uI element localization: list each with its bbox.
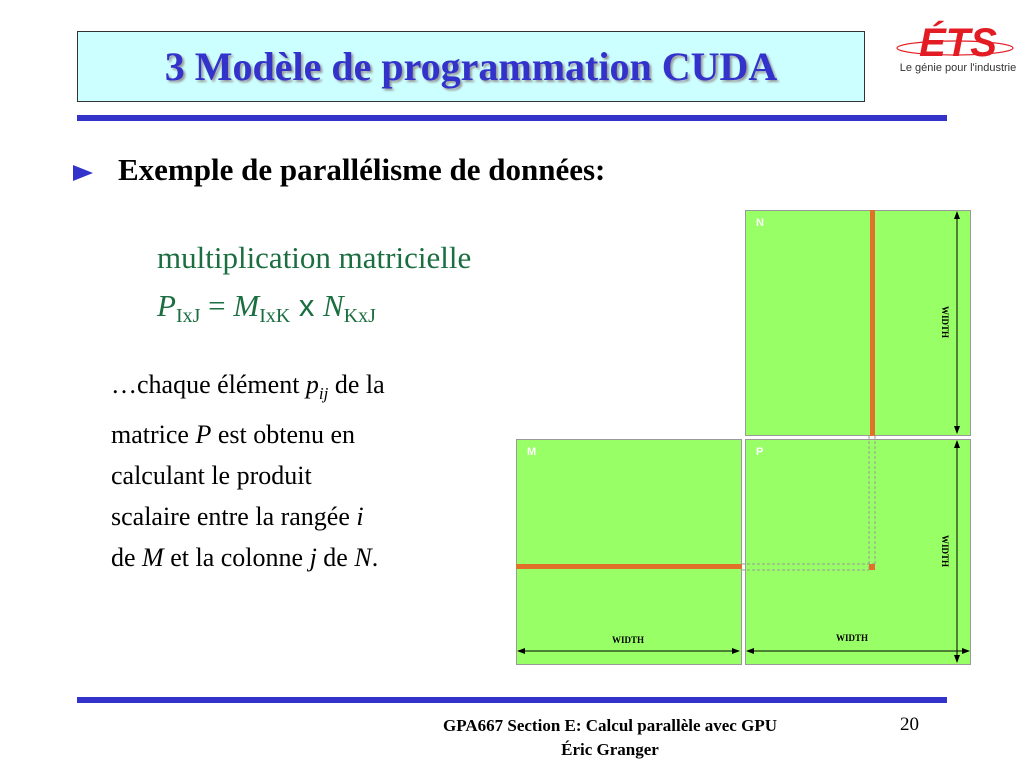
t: P (195, 420, 212, 450)
footer-course: GPA667 Section E: Calcul parallèle avec … (443, 716, 777, 735)
matrix-m-label: M (527, 446, 537, 458)
bottom-rule (77, 697, 947, 703)
matrix-n-label: N (756, 217, 764, 229)
matrix-p-label: P (756, 446, 764, 458)
t: de la (328, 370, 385, 399)
t: M (142, 543, 164, 573)
top-rule (77, 115, 947, 121)
title-box: 3 Modèle de programmation CUDA (77, 31, 865, 102)
projection-lines (742, 436, 876, 571)
ets-logo: ÉTS Le génie pour l'industrie (893, 18, 1023, 98)
t: …chaque élément (111, 370, 306, 399)
t: . (371, 543, 379, 573)
ets-logo-icon: ÉTS (896, 20, 1014, 65)
t: calculant le produit (111, 461, 312, 491)
formula: PIxJ = MIxK x NKxJ (157, 288, 376, 328)
slide-title: 3 Modèle de programmation CUDA (164, 44, 778, 89)
m-width-label: WIDTH (612, 635, 644, 645)
matrix-p: P (745, 439, 971, 665)
svg-text:ÉTS: ÉTS (919, 20, 997, 62)
formula-eq: = (200, 288, 234, 323)
t: et la colonne (163, 543, 310, 573)
formula-n: N (323, 288, 344, 323)
formula-n-sub: KxJ (343, 305, 376, 327)
page-number: 20 (900, 714, 919, 735)
p-element (869, 564, 875, 570)
t: N (354, 543, 372, 573)
logo-tagline: Le génie pour l'industrie (899, 62, 1017, 74)
t: p (305, 370, 319, 399)
footer: GPA667 Section E: Calcul parallèle avec … (380, 714, 840, 762)
formula-p-sub: IxJ (175, 305, 201, 327)
t: ij (318, 384, 329, 404)
matrix-n: N (745, 210, 971, 436)
bullet-arrow-icon (73, 165, 93, 181)
t: scalaire entre la rangée (111, 502, 357, 532)
formula-m-sub: IxK (259, 305, 291, 327)
heading: Exemple de parallélisme de données: (118, 152, 606, 187)
subtitle: multiplication matricielle (157, 240, 472, 275)
p-width-label: WIDTH (836, 633, 868, 643)
body-text: …chaque élément pij de la matrice P est … (111, 364, 491, 578)
n-height-label: WIDTH (940, 306, 950, 338)
t: est obtenu en (211, 420, 356, 450)
footer-author: Éric Granger (561, 740, 659, 759)
p-height-label: WIDTH (940, 535, 950, 567)
dimension-arrows (517, 211, 970, 663)
formula-m: M (233, 288, 260, 323)
formula-p: P (157, 288, 176, 323)
t: de (111, 543, 143, 573)
t: j (309, 543, 317, 573)
t: i (356, 502, 364, 532)
formula-times: x (290, 288, 324, 323)
m-row-highlight (516, 564, 742, 569)
n-column-highlight (870, 210, 875, 436)
matrix-m: M (516, 439, 742, 665)
t: de (316, 543, 355, 573)
t: matrice (111, 420, 196, 450)
